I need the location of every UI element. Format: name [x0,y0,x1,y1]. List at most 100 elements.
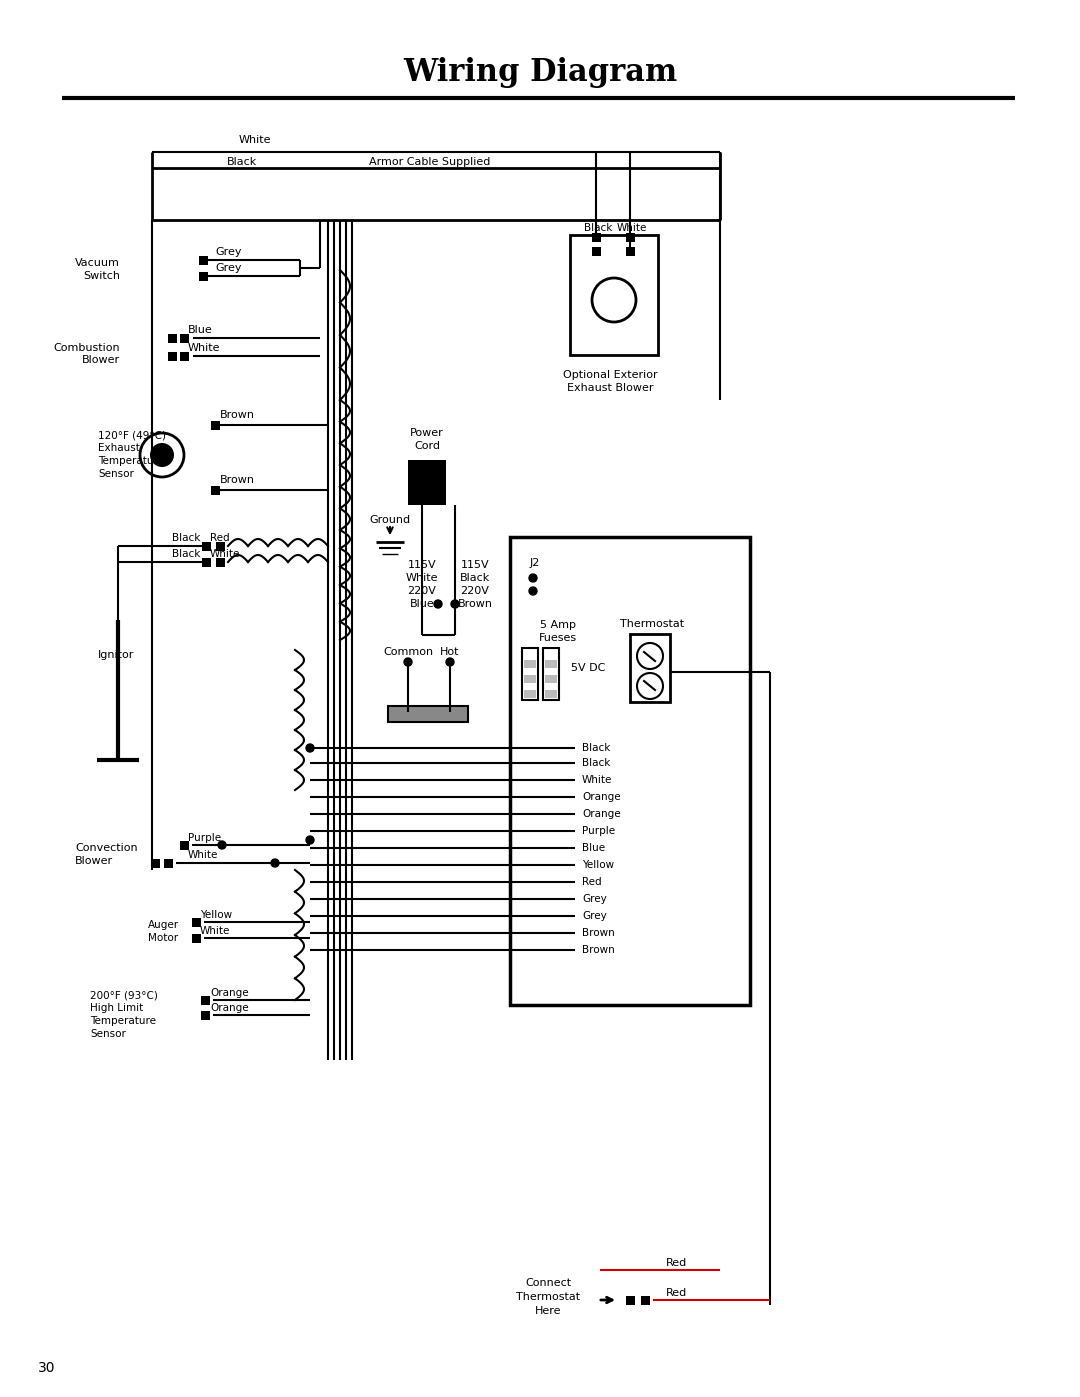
Text: Orange: Orange [210,1003,248,1013]
Text: Motor: Motor [148,933,178,943]
Text: Hot: Hot [441,647,460,657]
Text: Black: Black [582,759,610,768]
Text: 5 Amp: 5 Amp [540,620,576,630]
Circle shape [306,745,314,752]
Text: Brown: Brown [220,475,255,485]
Circle shape [218,841,226,849]
Bar [545,690,557,698]
Bar [191,933,201,943]
Circle shape [529,574,537,583]
Bar [545,675,557,683]
Text: Yellow: Yellow [200,909,232,921]
Bar [211,420,219,429]
Bar [216,542,225,550]
Text: Red: Red [210,534,230,543]
Text: Ground: Ground [369,515,410,525]
Circle shape [306,835,314,844]
Bar [179,334,189,342]
Text: Black: Black [172,549,201,559]
Bar [524,675,536,683]
Bar [191,918,201,926]
Text: White: White [239,136,271,145]
Text: Switch: Switch [83,271,120,281]
Bar [201,1010,210,1020]
Bar [202,557,211,567]
Bar [545,659,557,668]
Bar [202,542,211,550]
Text: Brown: Brown [582,944,615,956]
Bar [524,659,536,668]
Bar [179,841,189,849]
Bar [625,1295,635,1305]
Text: White: White [188,849,218,861]
Bar [199,271,207,281]
Text: J2: J2 [530,557,540,569]
Text: Black: Black [584,224,612,233]
Text: Red: Red [582,877,602,887]
Text: Black: Black [172,534,201,543]
Text: Blue: Blue [409,599,434,609]
Text: Purple: Purple [582,826,616,835]
Text: Orange: Orange [582,809,621,819]
Bar [388,705,468,722]
Text: Red: Red [666,1288,687,1298]
Bar [211,486,219,495]
Text: Auger: Auger [148,921,179,930]
Bar [510,536,750,1004]
Circle shape [637,643,663,669]
Bar [163,859,173,868]
Text: Red: Red [666,1259,687,1268]
Text: Temperature: Temperature [90,1016,156,1025]
Text: 115V: 115V [461,560,489,570]
Text: Power: Power [410,427,444,439]
Text: Grey: Grey [582,911,607,921]
Bar [522,648,538,700]
Text: Brown: Brown [220,409,255,420]
Text: Blower: Blower [75,856,113,866]
Text: Black: Black [582,743,610,753]
Bar [592,232,600,242]
Circle shape [434,599,442,608]
Text: Blue: Blue [188,326,213,335]
Circle shape [637,673,663,698]
Text: White: White [210,549,241,559]
Text: 115V: 115V [407,560,436,570]
Bar [201,996,210,1004]
Text: 120°F (49°C): 120°F (49°C) [98,430,166,440]
Text: Grey: Grey [215,247,242,257]
Text: Cord: Cord [414,441,440,451]
Circle shape [446,658,454,666]
Text: Grey: Grey [215,263,242,272]
Text: Connect: Connect [525,1278,571,1288]
Text: 200°F (93°C): 200°F (93°C) [90,990,158,1000]
Bar [167,352,176,360]
Text: Blower: Blower [82,355,120,365]
Text: Black: Black [227,156,257,168]
Text: White: White [200,926,230,936]
Text: Exhaust: Exhaust [98,443,140,453]
Text: Optional Exterior: Optional Exterior [563,370,658,380]
Text: White: White [406,573,438,583]
Text: Here: Here [535,1306,562,1316]
Bar [216,557,225,567]
Bar [408,460,446,504]
Circle shape [271,859,279,868]
Bar [199,256,207,264]
Text: Fueses: Fueses [539,633,577,643]
Text: Blue: Blue [582,842,605,854]
Text: 220V: 220V [407,585,436,597]
Bar [625,246,635,256]
Text: White: White [617,224,647,233]
Text: White: White [582,775,612,785]
Text: Combustion: Combustion [53,344,120,353]
Text: Grey: Grey [582,894,607,904]
Text: Purple: Purple [188,833,221,842]
Text: Orange: Orange [582,792,621,802]
Circle shape [150,443,174,467]
Bar [630,634,670,703]
Circle shape [140,433,184,476]
Text: High Limit: High Limit [90,1003,144,1013]
Text: Convection: Convection [75,842,137,854]
Bar [150,859,160,868]
Text: Common: Common [383,647,433,657]
